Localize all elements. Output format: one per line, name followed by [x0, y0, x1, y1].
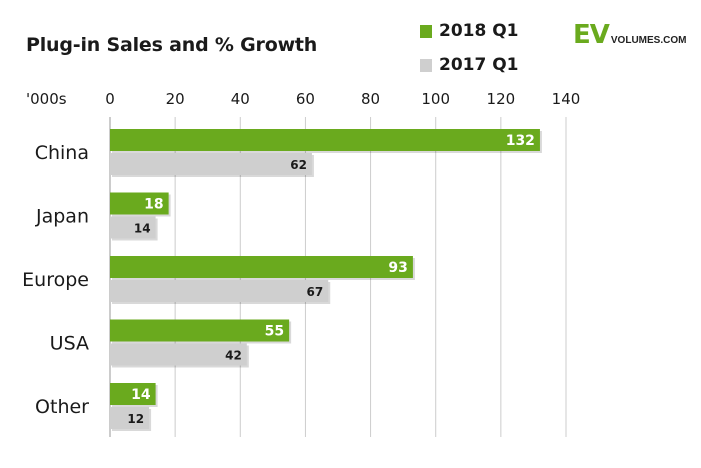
bar-japan-2017-q1 — [110, 216, 156, 239]
tick-label-80: 80 — [361, 90, 380, 108]
legend-swatch-2017-q1 — [420, 58, 432, 72]
tick-label-120: 120 — [487, 90, 516, 108]
tick-label-100: 100 — [421, 90, 450, 108]
bar-china-2017-q1 — [110, 153, 312, 175]
data-label-other-2017-q1: 12 — [127, 412, 144, 426]
data-label-other-2018-q1: 14 — [131, 387, 151, 403]
legend: 2018 Q1 2017 Q1 — [420, 14, 519, 82]
category-label-europe: Europe — [22, 269, 89, 291]
ev-volumes-logo: EV VOLUMES.COM — [573, 22, 686, 48]
legend-swatch-2018-q1 — [420, 24, 432, 38]
legend-item-2018-q1: 2018 Q1 — [420, 14, 519, 48]
legend-item-2017-q1: 2017 Q1 — [420, 48, 519, 82]
tick-label-40: 40 — [231, 90, 250, 108]
tick-label-0: 0 — [105, 90, 115, 108]
bar-usa-2017-q1 — [110, 343, 247, 366]
category-label-other: Other — [35, 396, 89, 418]
bar-europe-2018-q1 — [110, 256, 413, 278]
bar-other-2018-q1 — [110, 383, 156, 405]
data-label-usa-2017-q1: 42 — [225, 349, 242, 363]
legend-label-2017-q1: 2017 Q1 — [439, 55, 519, 75]
data-label-china-2018-q1: 132 — [506, 133, 535, 149]
category-label-china: China — [35, 142, 89, 164]
tick-label-60: 60 — [296, 90, 315, 108]
bar-usa-2018-q1 — [110, 319, 290, 342]
data-label-usa-2018-q1: 55 — [265, 324, 284, 340]
bar-other-2017-q1 — [110, 407, 150, 429]
bar-japan-2018-q1 — [110, 192, 169, 215]
legend-label-2018-q1: 2018 Q1 — [439, 21, 519, 41]
tick-label-20: 20 — [166, 90, 185, 108]
logo-volumes-text: VOLUMES.COM — [610, 35, 687, 46]
data-label-japan-2018-q1: 18 — [144, 197, 163, 213]
category-label-japan: Japan — [35, 206, 89, 228]
bar-china-2018-q1 — [110, 129, 540, 151]
data-label-china-2017-q1: 62 — [290, 158, 307, 172]
logo-ev-text: EV — [573, 20, 610, 50]
chart-title: Plug-in Sales and % Growth — [26, 34, 318, 56]
bar-europe-2017-q1 — [110, 280, 329, 302]
data-label-europe-2018-q1: 93 — [388, 260, 407, 276]
data-label-europe-2017-q1: 67 — [307, 285, 324, 299]
data-label-japan-2017-q1: 14 — [134, 222, 151, 236]
tick-label-140: 140 — [552, 90, 581, 108]
category-label-usa: USA — [50, 333, 89, 355]
unit-label: '000s — [26, 90, 67, 108]
